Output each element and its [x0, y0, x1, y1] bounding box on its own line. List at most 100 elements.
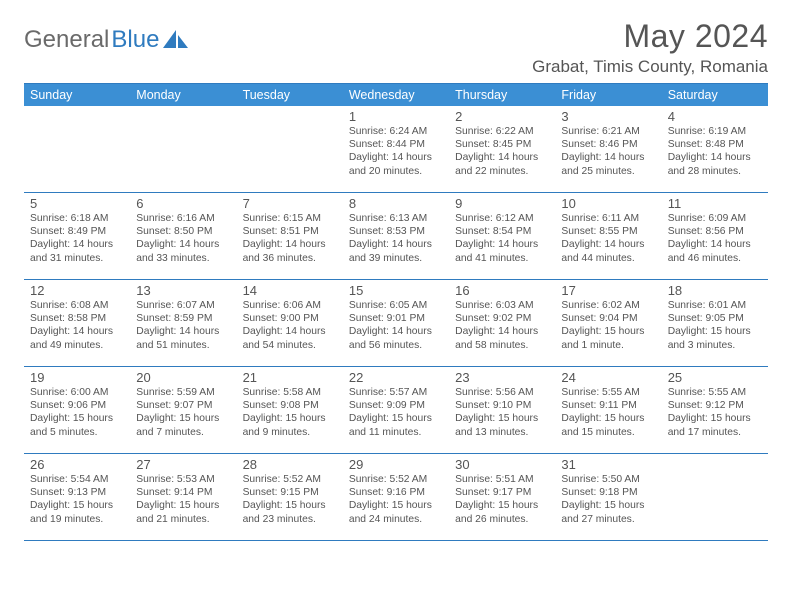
dow-row: Sunday Monday Tuesday Wednesday Thursday…	[24, 84, 768, 106]
day-info: Sunrise: 6:03 AMSunset: 9:02 PMDaylight:…	[455, 299, 549, 352]
title-block: May 2024 Grabat, Timis County, Romania	[532, 18, 768, 77]
day-info-line: Daylight: 14 hours	[455, 151, 549, 164]
day-cell: 13Sunrise: 6:07 AMSunset: 8:59 PMDayligh…	[130, 280, 236, 366]
day-cell	[237, 106, 343, 192]
day-info-line: and 1 minute.	[561, 339, 655, 352]
day-number: 28	[243, 457, 337, 472]
day-info-line: Sunset: 9:13 PM	[30, 486, 124, 499]
day-number: 23	[455, 370, 549, 385]
day-info-line: Sunset: 9:04 PM	[561, 312, 655, 325]
day-cell: 19Sunrise: 6:00 AMSunset: 9:06 PMDayligh…	[24, 367, 130, 453]
day-info-line: and 24 minutes.	[349, 513, 443, 526]
day-info-line: and 5 minutes.	[30, 426, 124, 439]
day-info-line: Daylight: 14 hours	[349, 325, 443, 338]
day-info-line: Daylight: 14 hours	[136, 325, 230, 338]
day-number: 29	[349, 457, 443, 472]
day-info: Sunrise: 6:01 AMSunset: 9:05 PMDaylight:…	[668, 299, 762, 352]
day-info-line: and 20 minutes.	[349, 165, 443, 178]
day-cell: 21Sunrise: 5:58 AMSunset: 9:08 PMDayligh…	[237, 367, 343, 453]
day-info-line: Sunset: 8:58 PM	[30, 312, 124, 325]
day-number: 2	[455, 109, 549, 124]
day-cell: 29Sunrise: 5:52 AMSunset: 9:16 PMDayligh…	[343, 454, 449, 540]
day-info-line: Sunset: 9:07 PM	[136, 399, 230, 412]
day-info-line: Daylight: 15 hours	[561, 325, 655, 338]
day-info-line: Sunset: 9:01 PM	[349, 312, 443, 325]
day-info-line: Daylight: 15 hours	[136, 499, 230, 512]
day-info-line: Sunrise: 5:59 AM	[136, 386, 230, 399]
day-info-line: Sunset: 9:17 PM	[455, 486, 549, 499]
day-info-line: Sunrise: 6:02 AM	[561, 299, 655, 312]
day-info: Sunrise: 5:52 AMSunset: 9:15 PMDaylight:…	[243, 473, 337, 526]
day-cell: 27Sunrise: 5:53 AMSunset: 9:14 PMDayligh…	[130, 454, 236, 540]
day-info: Sunrise: 6:05 AMSunset: 9:01 PMDaylight:…	[349, 299, 443, 352]
day-number: 25	[668, 370, 762, 385]
day-cell: 23Sunrise: 5:56 AMSunset: 9:10 PMDayligh…	[449, 367, 555, 453]
day-info-line: and 44 minutes.	[561, 252, 655, 265]
day-info-line: Sunrise: 6:12 AM	[455, 212, 549, 225]
day-info-line: Sunset: 8:44 PM	[349, 138, 443, 151]
day-info-line: Daylight: 15 hours	[30, 412, 124, 425]
day-number: 15	[349, 283, 443, 298]
day-info-line: and 41 minutes.	[455, 252, 549, 265]
day-info-line: Sunrise: 6:07 AM	[136, 299, 230, 312]
day-cell: 30Sunrise: 5:51 AMSunset: 9:17 PMDayligh…	[449, 454, 555, 540]
header: GeneralBlue May 2024 Grabat, Timis Count…	[24, 18, 768, 77]
day-info-line: Sunrise: 5:56 AM	[455, 386, 549, 399]
day-info-line: Sunset: 8:53 PM	[349, 225, 443, 238]
day-number: 16	[455, 283, 549, 298]
day-info-line: Sunset: 9:10 PM	[455, 399, 549, 412]
day-info-line: and 28 minutes.	[668, 165, 762, 178]
day-cell: 1Sunrise: 6:24 AMSunset: 8:44 PMDaylight…	[343, 106, 449, 192]
day-cell: 14Sunrise: 6:06 AMSunset: 9:00 PMDayligh…	[237, 280, 343, 366]
day-info: Sunrise: 6:13 AMSunset: 8:53 PMDaylight:…	[349, 212, 443, 265]
day-cell	[24, 106, 130, 192]
day-info-line: Sunset: 9:14 PM	[136, 486, 230, 499]
location: Grabat, Timis County, Romania	[532, 57, 768, 77]
day-info: Sunrise: 5:59 AMSunset: 9:07 PMDaylight:…	[136, 386, 230, 439]
day-info-line: Sunrise: 6:21 AM	[561, 125, 655, 138]
day-info-line: Sunset: 9:06 PM	[30, 399, 124, 412]
day-info-line: Sunrise: 5:52 AM	[243, 473, 337, 486]
day-info-line: Sunrise: 6:18 AM	[30, 212, 124, 225]
day-cell: 28Sunrise: 5:52 AMSunset: 9:15 PMDayligh…	[237, 454, 343, 540]
day-info: Sunrise: 5:55 AMSunset: 9:11 PMDaylight:…	[561, 386, 655, 439]
day-info-line: and 54 minutes.	[243, 339, 337, 352]
day-info: Sunrise: 6:00 AMSunset: 9:06 PMDaylight:…	[30, 386, 124, 439]
day-info: Sunrise: 5:54 AMSunset: 9:13 PMDaylight:…	[30, 473, 124, 526]
day-number: 1	[349, 109, 443, 124]
day-cell	[662, 454, 768, 540]
day-info-line: and 49 minutes.	[30, 339, 124, 352]
week-row: 12Sunrise: 6:08 AMSunset: 8:58 PMDayligh…	[24, 280, 768, 367]
week-row: 5Sunrise: 6:18 AMSunset: 8:49 PMDaylight…	[24, 193, 768, 280]
day-info: Sunrise: 5:56 AMSunset: 9:10 PMDaylight:…	[455, 386, 549, 439]
day-info-line: Sunrise: 5:54 AM	[30, 473, 124, 486]
day-info: Sunrise: 6:18 AMSunset: 8:49 PMDaylight:…	[30, 212, 124, 265]
day-info-line: and 36 minutes.	[243, 252, 337, 265]
day-info-line: Daylight: 15 hours	[243, 412, 337, 425]
week-row: 26Sunrise: 5:54 AMSunset: 9:13 PMDayligh…	[24, 454, 768, 541]
day-number: 26	[30, 457, 124, 472]
day-info-line: Sunrise: 6:13 AM	[349, 212, 443, 225]
day-info-line: Sunset: 9:09 PM	[349, 399, 443, 412]
day-number: 24	[561, 370, 655, 385]
day-info-line: Daylight: 14 hours	[349, 238, 443, 251]
day-cell: 12Sunrise: 6:08 AMSunset: 8:58 PMDayligh…	[24, 280, 130, 366]
day-info-line: Daylight: 15 hours	[136, 412, 230, 425]
day-info-line: and 23 minutes.	[243, 513, 337, 526]
day-info-line: Sunrise: 6:19 AM	[668, 125, 762, 138]
day-info-line: Daylight: 14 hours	[30, 238, 124, 251]
day-info-line: Sunrise: 6:06 AM	[243, 299, 337, 312]
day-cell: 26Sunrise: 5:54 AMSunset: 9:13 PMDayligh…	[24, 454, 130, 540]
day-info-line: Daylight: 15 hours	[349, 412, 443, 425]
day-info: Sunrise: 6:07 AMSunset: 8:59 PMDaylight:…	[136, 299, 230, 352]
day-info-line: Sunset: 8:51 PM	[243, 225, 337, 238]
day-info-line: Sunset: 9:12 PM	[668, 399, 762, 412]
day-info-line: Sunset: 8:56 PM	[668, 225, 762, 238]
day-number: 14	[243, 283, 337, 298]
day-cell: 18Sunrise: 6:01 AMSunset: 9:05 PMDayligh…	[662, 280, 768, 366]
day-info-line: Sunset: 8:54 PM	[455, 225, 549, 238]
day-info: Sunrise: 6:15 AMSunset: 8:51 PMDaylight:…	[243, 212, 337, 265]
day-info-line: Sunset: 8:59 PM	[136, 312, 230, 325]
day-info-line: Daylight: 15 hours	[455, 499, 549, 512]
day-number: 12	[30, 283, 124, 298]
